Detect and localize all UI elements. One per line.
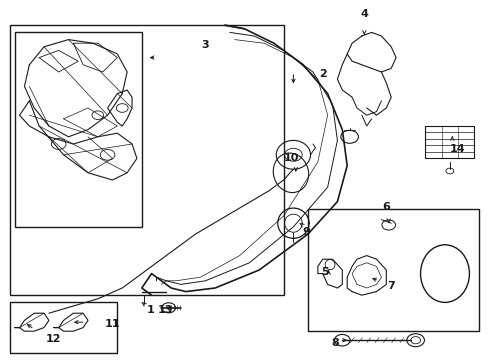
Text: 11: 11 xyxy=(104,319,120,329)
Bar xyxy=(10,25,283,295)
Text: 3: 3 xyxy=(201,40,209,50)
Bar xyxy=(307,209,478,331)
Text: 1: 1 xyxy=(146,305,154,315)
Text: 6: 6 xyxy=(382,202,389,212)
Text: 12: 12 xyxy=(46,334,61,344)
Bar xyxy=(10,302,117,353)
Text: 10: 10 xyxy=(283,153,298,163)
Text: 7: 7 xyxy=(386,281,394,291)
Text: 13: 13 xyxy=(157,305,173,315)
Text: 9: 9 xyxy=(302,227,309,237)
Text: 14: 14 xyxy=(448,144,464,154)
Text: 4: 4 xyxy=(360,9,367,19)
Bar xyxy=(425,126,473,158)
Bar xyxy=(15,32,142,227)
Text: 5: 5 xyxy=(321,267,328,277)
Text: 2: 2 xyxy=(318,69,326,79)
Text: 8: 8 xyxy=(331,338,339,348)
